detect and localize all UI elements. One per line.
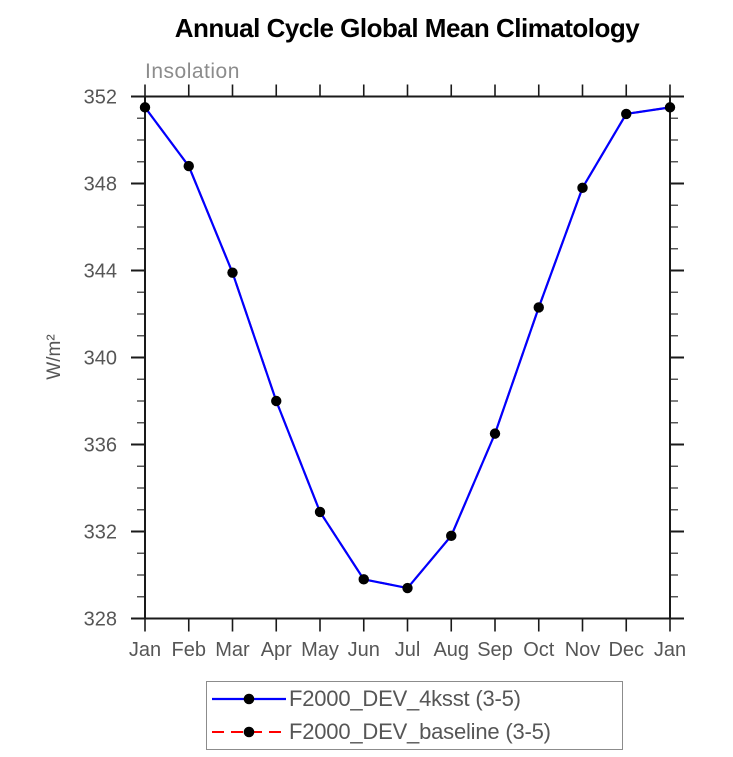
x-tick-label: May bbox=[301, 639, 339, 661]
data-point-marker bbox=[139, 102, 151, 113]
x-tick-label: Oct bbox=[523, 639, 555, 661]
legend-marker-dot-icon bbox=[243, 693, 255, 705]
data-point-marker bbox=[314, 506, 326, 518]
y-tick-label: 344 bbox=[84, 261, 117, 283]
data-line-4ksst bbox=[144, 106, 671, 590]
x-tick-label: Jun bbox=[348, 639, 380, 661]
data-point-marker bbox=[446, 530, 457, 542]
data-point-marker bbox=[533, 302, 544, 313]
data-point-marker bbox=[227, 267, 238, 278]
data-point-marker bbox=[402, 582, 413, 594]
legend-label-4ksst: F2000_DEV_4ksst (3-5) bbox=[289, 686, 521, 712]
data-point-marker bbox=[358, 574, 369, 585]
y-axis-label: W/m² bbox=[44, 334, 65, 379]
x-tick-label: Aug bbox=[433, 639, 469, 661]
chart-subtitle: Insolation bbox=[145, 60, 240, 83]
x-tick-label: Dec bbox=[608, 639, 644, 661]
data-point-marker bbox=[577, 182, 588, 194]
plot-frame bbox=[144, 95, 671, 620]
y-tick-label: 332 bbox=[84, 522, 117, 544]
legend-sample-solid-line-icon bbox=[212, 693, 286, 705]
data-point-marker bbox=[621, 108, 632, 120]
x-tick-label: Feb bbox=[172, 639, 206, 661]
data-point-marker bbox=[664, 102, 676, 113]
x-tick-label: Mar bbox=[215, 639, 250, 661]
chart-title: Annual Cycle Global Mean Climatology bbox=[174, 13, 640, 43]
legend-sample-dashed-line-icon bbox=[212, 726, 286, 738]
x-tick-label: Jul bbox=[395, 639, 421, 661]
data-point-marker bbox=[271, 395, 282, 407]
legend-item-4ksst: F2000_DEV_4ksst (3-5) bbox=[211, 684, 622, 715]
data-point-marker bbox=[183, 160, 194, 172]
y-tick-label: 328 bbox=[84, 609, 117, 631]
y-tick-label: 336 bbox=[84, 435, 117, 457]
legend: F2000_DEV_4ksst (3-5) F2000_DEV_baseline… bbox=[206, 681, 623, 750]
legend-marker-dot-icon bbox=[243, 726, 255, 738]
y-tick-label: 340 bbox=[84, 348, 117, 370]
data-line-baseline bbox=[144, 106, 671, 590]
x-tick-label: Nov bbox=[565, 639, 601, 661]
y-tick-label: 348 bbox=[84, 174, 117, 196]
y-tick-label: 352 bbox=[84, 87, 117, 109]
x-tick-label: Jan bbox=[654, 639, 686, 661]
x-tick-label: Sep bbox=[477, 639, 513, 661]
data-point-marker bbox=[489, 428, 501, 439]
x-tick-label: Jan bbox=[129, 639, 161, 661]
legend-label-baseline: F2000_DEV_baseline (3-5) bbox=[289, 718, 551, 744]
x-tick-label: Apr bbox=[261, 639, 292, 661]
legend-item-baseline: F2000_DEV_baseline (3-5) bbox=[211, 716, 622, 747]
